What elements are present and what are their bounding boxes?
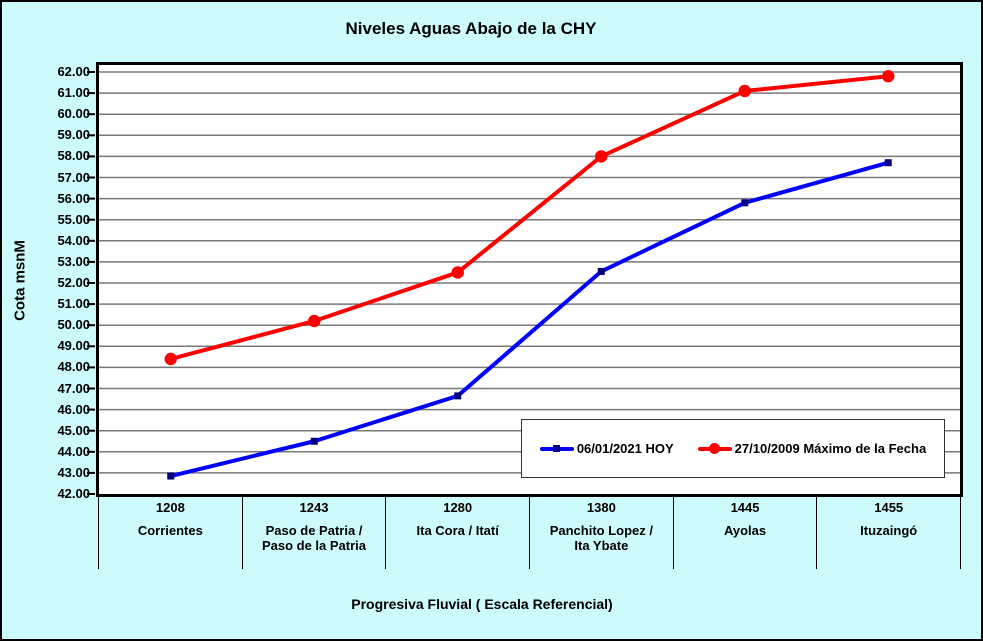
x-category-cell: 1380 Panchito Lopez / Ita Ybate [530,494,674,569]
legend-swatch-square [539,442,574,455]
x-category-name: Paso de Patria / Paso de la Patria [243,523,386,553]
y-tick-label: 60.00 [57,106,90,122]
y-tick-label: 56.00 [57,190,90,206]
y-tick-label: 46.00 [57,401,90,417]
legend-marker-circle-icon [708,443,720,454]
x-category-cell: 1243 Paso de Patria / Paso de la Patria [243,494,387,569]
y-tick-label: 48.00 [57,359,90,375]
legend-marker-square-icon [552,445,560,452]
x-category-name: Ita Cora / Itatí [386,523,529,538]
x-category-cell: 1445 Ayolas [674,494,818,569]
chart-title: Niveles Aguas Abajo de la CHY [345,19,597,38]
y-tick-label: 55.00 [57,211,90,227]
y-tick-label: 57.00 [57,169,90,185]
y-tick-label: 45.00 [57,422,90,438]
y-tick-label: 47.00 [57,380,90,396]
legend-label: 27/10/2009 Máximo de la Fecha [734,441,927,456]
y-tick-label: 53.00 [57,253,90,269]
series-marker-1 [451,266,464,279]
series-marker-1 [738,84,751,98]
series-marker-0 [454,392,462,400]
series-marker-0 [741,199,749,207]
legend-entry-1: 27/10/2009 Máximo de la Fecha [697,441,927,456]
x-category-name: Corrientes [99,523,242,538]
x-category-name-line: Ituzaingó [860,523,918,538]
x-category-km: 1208 [155,500,185,515]
y-tick-label: 61.00 [57,85,90,101]
series-marker-1 [595,150,608,163]
series-line-0 [168,160,891,479]
x-category-name: Ayolas [674,523,817,538]
series-marker-1 [308,314,321,328]
y-tick-label: 42.00 [57,486,90,501]
x-category-name-line: Ita Ybate [574,538,629,553]
legend-label: 06/01/2021 HOY [576,441,674,456]
x-category-name-line: Panchito Lopez / [549,523,653,538]
x-category-km: 1380 [586,500,616,515]
x-axis-category-labels: 1208 Corrientes 1243 Paso de Patria / Paso d… [98,494,962,569]
x-axis-title: Progresiva Fluvial ( Escala Referencial) [351,596,613,612]
y-tick-label: 50.00 [57,317,90,333]
y-tick-label: 51.00 [57,296,90,312]
x-category-cell: 1455 Ituzaingó [817,494,962,569]
x-category-cell: 1280 Ita Cora / Itatí [386,494,531,569]
y-tick-label: 54.00 [57,232,90,248]
x-category-name: Panchito Lopez / Ita Ybate [530,523,673,553]
x-category-km: 1243 [299,500,329,515]
x-category-km: 1455 [874,500,904,515]
series-marker-0 [167,472,175,480]
y-tick-label: 49.00 [57,338,90,354]
legend: 06/01/2021 HOY 27/10/2009 Máximo de la Fe… [521,419,945,478]
series-marker-0 [310,437,318,445]
x-category-km: 1445 [730,500,760,515]
x-category-km: 1280 [443,500,473,515]
series-marker-0 [884,159,892,167]
x-category-name: Ituzaingó [817,523,960,538]
y-tick-label: 52.00 [57,275,90,290]
legend-entry-0: 06/01/2021 HOY [539,441,674,456]
series-marker-1 [164,352,177,366]
y-tick-label: 62.00 [57,64,90,79]
x-category-name-line: Paso de Patria / [265,523,363,538]
y-tick-label: 43.00 [57,464,90,480]
legend-swatch-circle [697,442,732,455]
y-tick-label: 58.00 [57,148,90,164]
x-category-name-line: Ita Cora / Itatí [416,523,499,538]
series-line-1 [168,74,891,361]
series-marker-0 [597,267,605,275]
x-category-name-line: Paso de la Patria [261,538,367,553]
y-tick-label: 59.00 [57,127,90,143]
series-marker-1 [882,70,895,83]
x-category-name-line: Corrientes [137,523,203,538]
y-tick-label: 44.00 [57,443,90,459]
x-category-cell: 1208 Corrientes [99,494,243,569]
x-category-name-line: Ayolas [723,523,767,538]
